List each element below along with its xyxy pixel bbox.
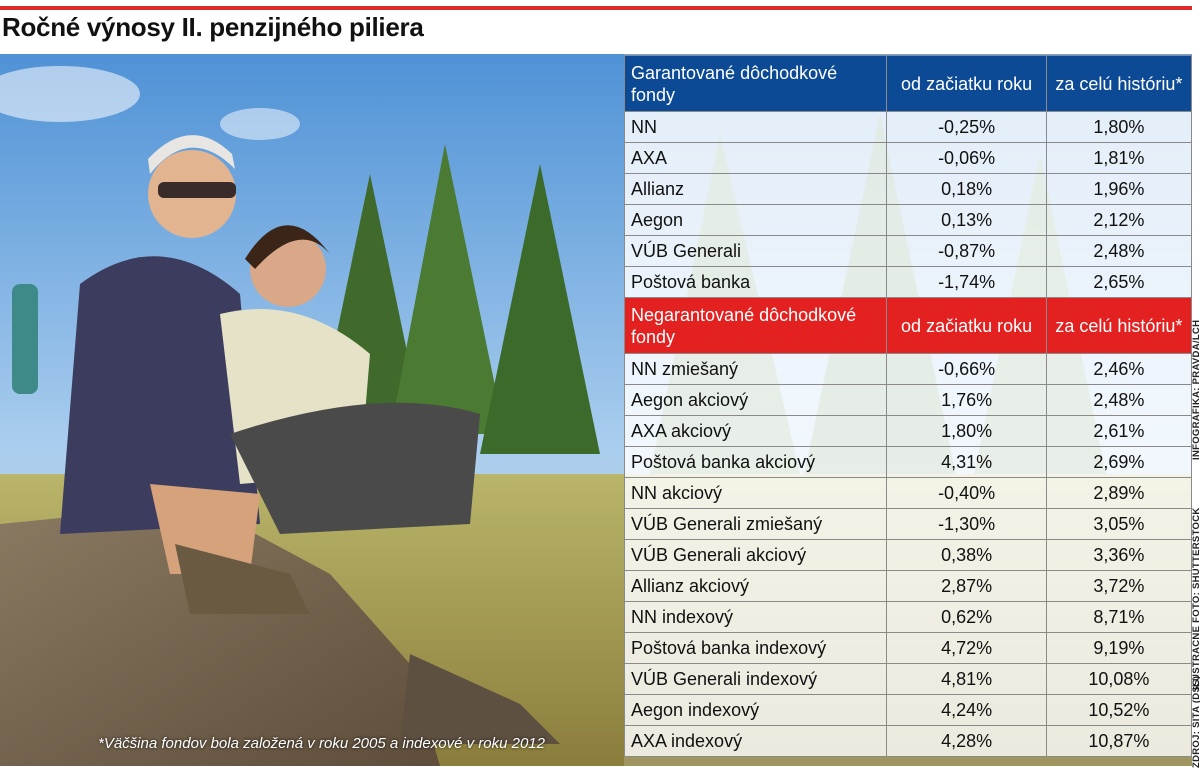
top-rule bbox=[0, 6, 1192, 10]
ytd-return-cell: 4,72% bbox=[886, 632, 1047, 664]
table-row: Allianz 0,18% 1,96% bbox=[623, 173, 1193, 205]
infographic-credit: INFOGRAFIKA: PRAVDA/LCH bbox=[1191, 319, 1200, 460]
non-guaranteed-column-header: od začiatku roku bbox=[886, 297, 1047, 354]
non-guaranteed-column-header: za celú históriu* bbox=[1045, 297, 1193, 354]
photo-credit: ILUSTRAČNÉ FOTO: SHUTTERSTOCK bbox=[1191, 507, 1200, 690]
source-credit: ZDROJ: SITA (DSS) bbox=[1191, 675, 1200, 768]
history-return-cell: 2,46% bbox=[1045, 353, 1193, 385]
fund-name-cell: VÚB Generali bbox=[623, 235, 888, 267]
fund-name-cell: VÚB Generali zmiešaný bbox=[623, 508, 888, 540]
ytd-return-cell: -0,40% bbox=[886, 477, 1047, 509]
ytd-return-cell: -1,74% bbox=[886, 266, 1047, 298]
table-row: Aegon indexový 4,24% 10,52% bbox=[623, 694, 1193, 726]
ytd-return-cell: 4,31% bbox=[886, 446, 1047, 478]
fund-name-cell: Poštová banka akciový bbox=[623, 446, 888, 478]
ytd-return-cell: 0,38% bbox=[886, 539, 1047, 571]
fund-name-cell: NN zmiešaný bbox=[623, 353, 888, 385]
history-return-cell: 3,36% bbox=[1045, 539, 1193, 571]
fund-name-cell: Aegon bbox=[623, 204, 888, 236]
table-row: VÚB Generali -0,87% 2,48% bbox=[623, 235, 1193, 267]
guaranteed-column-header: Garantované dôchodkové fondy bbox=[623, 55, 888, 112]
history-return-cell: 8,71% bbox=[1045, 601, 1193, 633]
returns-table: Garantované dôchodkové fondy od začiatku … bbox=[623, 55, 1193, 757]
table-row: Allianz akciový 2,87% 3,72% bbox=[623, 570, 1193, 602]
ytd-return-cell: 0,62% bbox=[886, 601, 1047, 633]
table-row: VÚB Generali akciový 0,38% 3,36% bbox=[623, 539, 1193, 571]
ytd-return-cell: -0,66% bbox=[886, 353, 1047, 385]
ytd-return-cell: 0,13% bbox=[886, 204, 1047, 236]
table-row: NN -0,25% 1,80% bbox=[623, 111, 1193, 143]
fund-name-cell: NN indexový bbox=[623, 601, 888, 633]
table-row: VÚB Generali zmiešaný -1,30% 3,05% bbox=[623, 508, 1193, 540]
history-return-cell: 10,52% bbox=[1045, 694, 1193, 726]
table-row: AXA akciový 1,80% 2,61% bbox=[623, 415, 1193, 447]
ytd-return-cell: 4,24% bbox=[886, 694, 1047, 726]
guaranteed-header-row: Garantované dôchodkové fondy od začiatku … bbox=[623, 55, 1193, 112]
ytd-return-cell: -1,30% bbox=[886, 508, 1047, 540]
fund-name-cell: AXA bbox=[623, 142, 888, 174]
history-return-cell: 1,80% bbox=[1045, 111, 1193, 143]
history-return-cell: 10,87% bbox=[1045, 725, 1193, 757]
fund-name-cell: AXA akciový bbox=[623, 415, 888, 447]
ytd-return-cell: 4,28% bbox=[886, 725, 1047, 757]
fund-name-cell: NN bbox=[623, 111, 888, 143]
history-return-cell: 9,19% bbox=[1045, 632, 1193, 664]
table-row: AXA indexový 4,28% 10,87% bbox=[623, 725, 1193, 757]
fund-name-cell: Poštová banka indexový bbox=[623, 632, 888, 664]
history-return-cell: 2,48% bbox=[1045, 384, 1193, 416]
table-row: AXA -0,06% 1,81% bbox=[623, 142, 1193, 174]
guaranteed-column-header: za celú históriu* bbox=[1045, 55, 1193, 112]
fund-name-cell: Aegon indexový bbox=[623, 694, 888, 726]
history-return-cell: 10,08% bbox=[1045, 663, 1193, 695]
history-return-cell: 2,89% bbox=[1045, 477, 1193, 509]
history-return-cell: 2,48% bbox=[1045, 235, 1193, 267]
ytd-return-cell: 2,87% bbox=[886, 570, 1047, 602]
table-row: Poštová banka akciový 4,31% 2,69% bbox=[623, 446, 1193, 478]
table-row: Aegon 0,13% 2,12% bbox=[623, 204, 1193, 236]
table-row: NN akciový -0,40% 2,89% bbox=[623, 477, 1193, 509]
fund-name-cell: Aegon akciový bbox=[623, 384, 888, 416]
ytd-return-cell: -0,25% bbox=[886, 111, 1047, 143]
footnote: *Väčšina fondov bola založená v roku 200… bbox=[98, 735, 545, 752]
table-row: VÚB Generali indexový 4,81% 10,08% bbox=[623, 663, 1193, 695]
fund-name-cell: AXA indexový bbox=[623, 725, 888, 757]
history-return-cell: 2,65% bbox=[1045, 266, 1193, 298]
history-return-cell: 2,61% bbox=[1045, 415, 1193, 447]
ytd-return-cell: 4,81% bbox=[886, 663, 1047, 695]
fund-name-cell: VÚB Generali akciový bbox=[623, 539, 888, 571]
history-return-cell: 1,96% bbox=[1045, 173, 1193, 205]
ytd-return-cell: -0,06% bbox=[886, 142, 1047, 174]
ytd-return-cell: -0,87% bbox=[886, 235, 1047, 267]
non-guaranteed-header-row: Negarantované dôchodkové fondy od začiatk… bbox=[623, 297, 1193, 354]
fund-name-cell: Allianz akciový bbox=[623, 570, 888, 602]
guaranteed-column-header: od začiatku roku bbox=[886, 55, 1047, 112]
fund-name-cell: VÚB Generali indexový bbox=[623, 663, 888, 695]
table-row: Poštová banka -1,74% 2,65% bbox=[623, 266, 1193, 298]
fund-name-cell: Poštová banka bbox=[623, 266, 888, 298]
history-return-cell: 2,69% bbox=[1045, 446, 1193, 478]
history-return-cell: 1,81% bbox=[1045, 142, 1193, 174]
table-row: Aegon akciový 1,76% 2,48% bbox=[623, 384, 1193, 416]
fund-name-cell: Allianz bbox=[623, 173, 888, 205]
history-return-cell: 2,12% bbox=[1045, 204, 1193, 236]
table-row: NN zmiešaný -0,66% 2,46% bbox=[623, 353, 1193, 385]
ytd-return-cell: 1,76% bbox=[886, 384, 1047, 416]
table-row: Poštová banka indexový 4,72% 9,19% bbox=[623, 632, 1193, 664]
fund-name-cell: NN akciový bbox=[623, 477, 888, 509]
table-row: NN indexový 0,62% 8,71% bbox=[623, 601, 1193, 633]
ytd-return-cell: 0,18% bbox=[886, 173, 1047, 205]
page-title: Ročné výnosy II. penzijného piliera bbox=[2, 12, 424, 42]
ytd-return-cell: 1,80% bbox=[886, 415, 1047, 447]
history-return-cell: 3,72% bbox=[1045, 570, 1193, 602]
history-return-cell: 3,05% bbox=[1045, 508, 1193, 540]
non-guaranteed-column-header: Negarantované dôchodkové fondy bbox=[623, 297, 888, 354]
